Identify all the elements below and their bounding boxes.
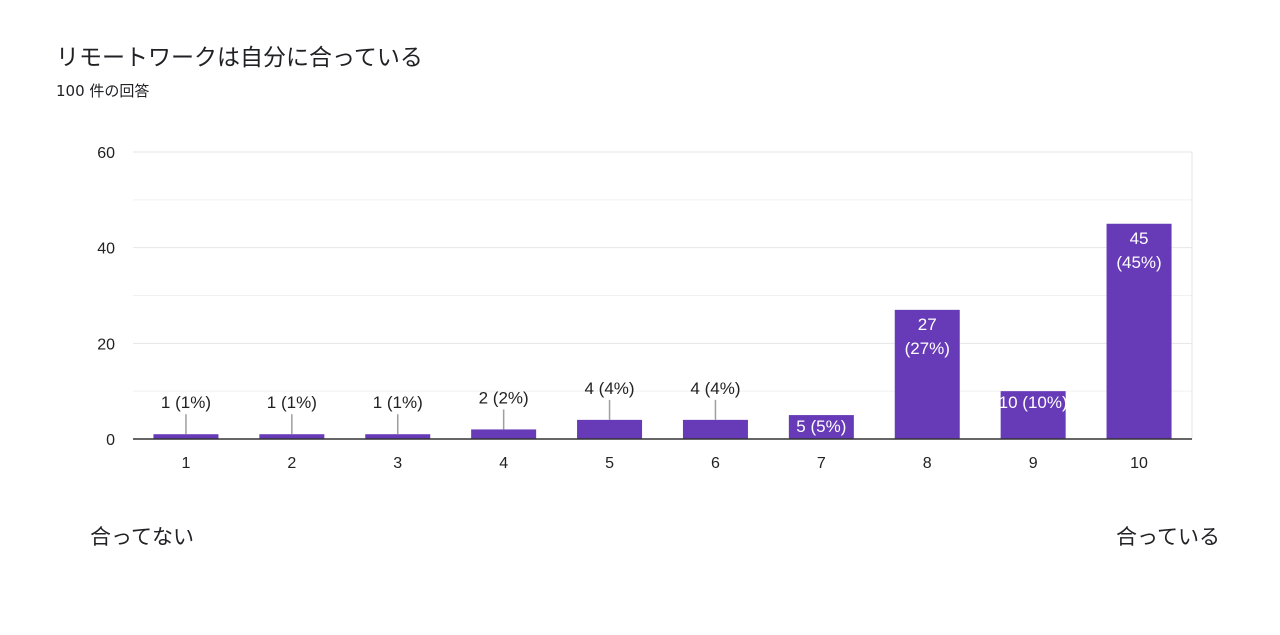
data-label: (45%) — [1116, 253, 1161, 272]
data-label: 27 — [918, 315, 937, 334]
data-label: 1 (1%) — [373, 393, 423, 412]
y-tick-label: 20 — [97, 336, 115, 353]
chart-title: リモートワークは自分に合っている — [56, 45, 423, 71]
x-tick-label: 9 — [1029, 455, 1038, 472]
bar — [471, 429, 537, 439]
data-label: 4 (4%) — [585, 379, 635, 398]
x-tick-label: 3 — [393, 455, 402, 472]
data-label: (27%) — [905, 339, 950, 358]
bar — [894, 309, 960, 439]
x-tick-label: 5 — [605, 455, 614, 472]
scale-low-label: 合ってない — [90, 525, 194, 549]
data-label: 10 (10%) — [999, 393, 1068, 412]
bar — [1106, 223, 1172, 439]
y-tick-label: 0 — [106, 432, 115, 449]
x-tick-label: 10 — [1130, 455, 1148, 472]
bar — [682, 419, 748, 439]
x-tick-label: 6 — [711, 455, 720, 472]
y-tick-label: 60 — [97, 145, 115, 162]
x-tick-label: 8 — [923, 455, 932, 472]
x-tick-label: 7 — [817, 455, 826, 472]
bar — [788, 415, 854, 439]
x-tick-label: 1 — [181, 455, 190, 472]
data-label: 5 (5%) — [796, 417, 846, 436]
data-label: 45 — [1130, 229, 1149, 248]
data-label: 1 (1%) — [161, 393, 211, 412]
bar — [1000, 391, 1066, 439]
bar — [365, 434, 431, 439]
bar — [153, 434, 219, 439]
response-count: 100 件の回答 — [56, 82, 150, 100]
bar — [577, 419, 643, 439]
data-label: 2 (2%) — [479, 388, 529, 407]
scale-high-label: 合っている — [1116, 525, 1220, 549]
x-tick-label: 4 — [499, 455, 508, 472]
data-label: 1 (1%) — [267, 393, 317, 412]
bar-chart: 0 20 40 60 1 1 (1%) 2 1 (1%) 3 1 (1%) 4 2 (2%) 5 4 (4… — [97, 145, 1193, 472]
x-tick-label: 2 — [287, 455, 296, 472]
data-label: 4 (4%) — [690, 379, 740, 398]
bar — [259, 434, 325, 439]
y-tick-label: 40 — [97, 241, 115, 258]
